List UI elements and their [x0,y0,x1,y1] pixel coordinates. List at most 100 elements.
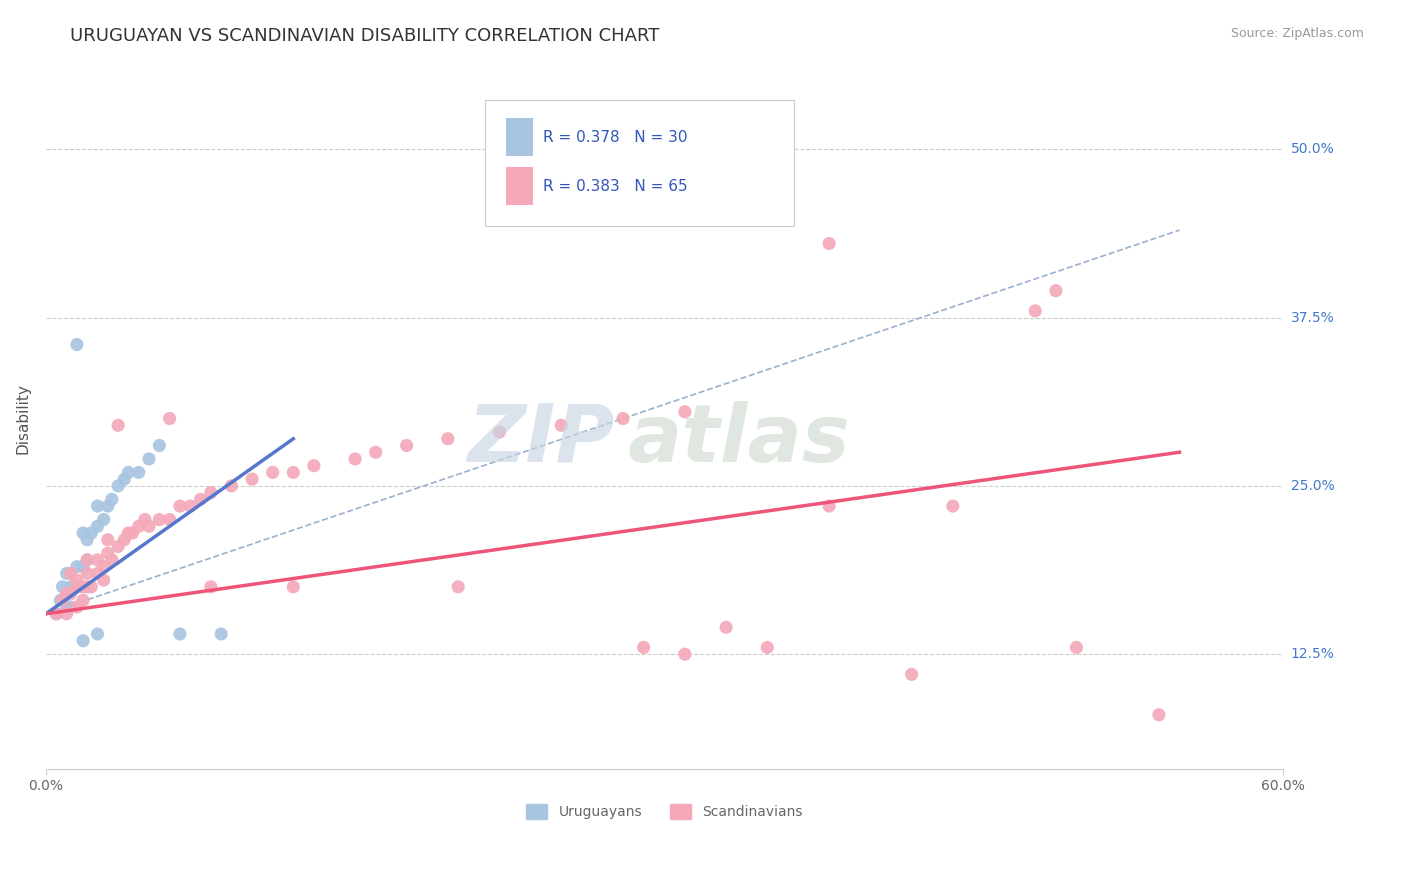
Point [240,472,263,486]
Point [344,452,367,467]
Point [633,640,655,655]
Point [117,466,139,480]
Point [59,586,82,600]
Point [76,553,98,567]
Point [93,573,115,587]
Point [55,586,77,600]
Point [942,499,965,513]
Point [818,499,841,513]
Point [66,580,89,594]
Point [76,533,98,547]
Point [93,512,115,526]
Point [283,580,305,594]
Point [107,540,129,554]
Point [128,519,150,533]
Point [550,418,572,433]
Point [59,580,82,594]
Point [209,627,232,641]
Point [80,580,103,594]
Point [107,479,129,493]
Point [97,546,120,560]
Point [612,411,634,425]
Point [128,466,150,480]
Point [714,620,737,634]
Point [756,640,779,655]
Point [86,627,108,641]
Point [169,499,191,513]
Point [97,499,120,513]
Point [66,580,89,594]
Bar [506,118,533,156]
Point [72,593,94,607]
Point [72,559,94,574]
Point [86,566,108,581]
Point [1147,707,1170,722]
Point [55,566,77,581]
Text: ZIP: ZIP [467,401,614,479]
Point [138,519,160,533]
Point [121,526,143,541]
Point [302,458,325,473]
Point [673,405,696,419]
Point [86,553,108,567]
Point [138,452,160,467]
Point [112,472,135,486]
Point [72,633,94,648]
Point [59,600,82,615]
Point [97,533,120,547]
Bar [506,167,533,205]
Point [190,492,212,507]
FancyBboxPatch shape [485,100,794,226]
Point [112,533,135,547]
Text: R = 0.378   N = 30: R = 0.378 N = 30 [543,129,688,145]
Point [221,479,243,493]
Text: URUGUAYAN VS SCANDINAVIAN DISABILITY CORRELATION CHART: URUGUAYAN VS SCANDINAVIAN DISABILITY COR… [70,27,659,45]
Point [86,519,108,533]
Point [900,667,922,681]
Point [437,432,460,446]
Text: atlas: atlas [627,401,849,479]
Point [447,580,470,594]
Text: Source: ZipAtlas.com: Source: ZipAtlas.com [1230,27,1364,40]
Point [200,580,222,594]
Text: 25.0%: 25.0% [1291,479,1334,493]
Point [148,512,170,526]
Point [51,580,73,594]
Point [395,438,418,452]
Point [66,573,89,587]
Point [66,600,89,615]
Point [200,485,222,500]
Point [179,499,201,513]
Point [818,236,841,251]
Point [673,647,696,661]
Point [80,526,103,541]
Point [55,600,77,615]
Text: 37.5%: 37.5% [1291,310,1334,325]
Point [159,512,181,526]
Point [107,418,129,433]
Point [76,553,98,567]
Point [1066,640,1088,655]
Point [66,559,89,574]
Point [364,445,387,459]
Point [55,607,77,621]
Point [93,559,115,574]
Point [169,627,191,641]
Text: 50.0%: 50.0% [1291,143,1334,156]
Point [66,337,89,351]
Point [76,566,98,581]
Point [262,466,284,480]
Point [76,580,98,594]
Point [86,499,108,513]
Point [45,607,67,621]
Point [134,512,156,526]
Point [117,526,139,541]
Point [1045,284,1067,298]
Point [283,466,305,480]
Y-axis label: Disability: Disability [15,384,30,454]
Point [45,607,67,621]
Point [488,425,510,439]
Text: 12.5%: 12.5% [1291,648,1334,661]
Point [72,526,94,541]
Point [49,593,72,607]
